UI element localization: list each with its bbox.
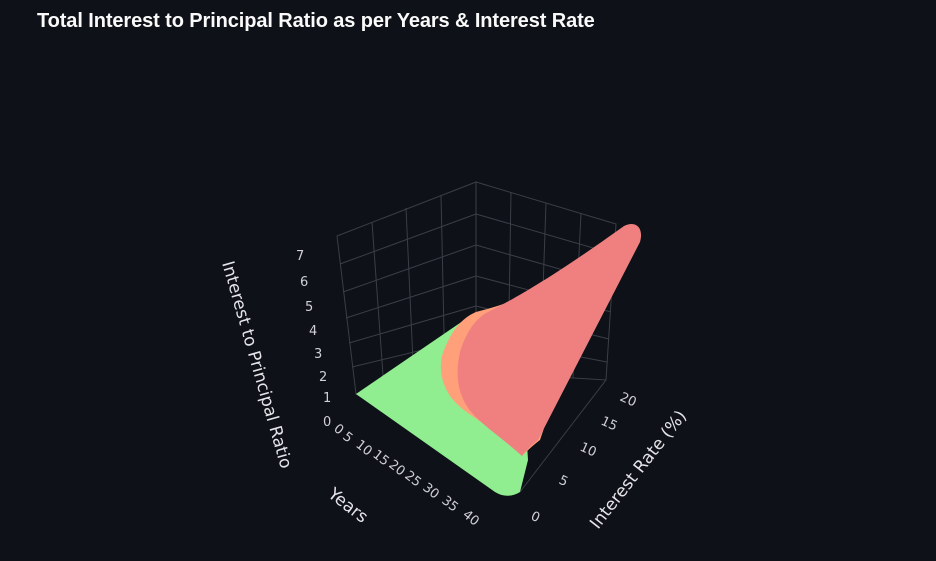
z-tick: 3 — [314, 347, 322, 362]
surface — [356, 223, 642, 496]
y-tick: 20 — [617, 390, 638, 410]
z-tick: 7 — [296, 249, 304, 264]
z-axis-title: Interest to Principal Ratio — [217, 259, 295, 471]
z-tick: 0 — [323, 415, 331, 430]
chart-title: Total Interest to Principal Ratio as per… — [37, 10, 595, 32]
z-tick: 5 — [305, 300, 313, 315]
z-axis-ticks: 0 1 2 3 4 5 6 7 — [296, 249, 331, 430]
y-tick: 10 — [577, 440, 598, 460]
z-tick: 2 — [319, 370, 327, 385]
x-tick: 30 — [420, 480, 442, 502]
y-tick: 0 — [528, 509, 542, 526]
surface-band-high — [457, 223, 642, 456]
z-tick: 1 — [323, 391, 331, 406]
y-tick: 5 — [556, 473, 570, 490]
z-tick: 6 — [300, 275, 308, 290]
z-tick: 4 — [309, 324, 317, 339]
x-tick: 35 — [439, 493, 461, 515]
x-axis-title: Years — [323, 484, 372, 528]
y-tick: 15 — [598, 414, 619, 434]
x-tick: 25 — [402, 468, 424, 490]
x-tick: 40 — [460, 507, 482, 529]
